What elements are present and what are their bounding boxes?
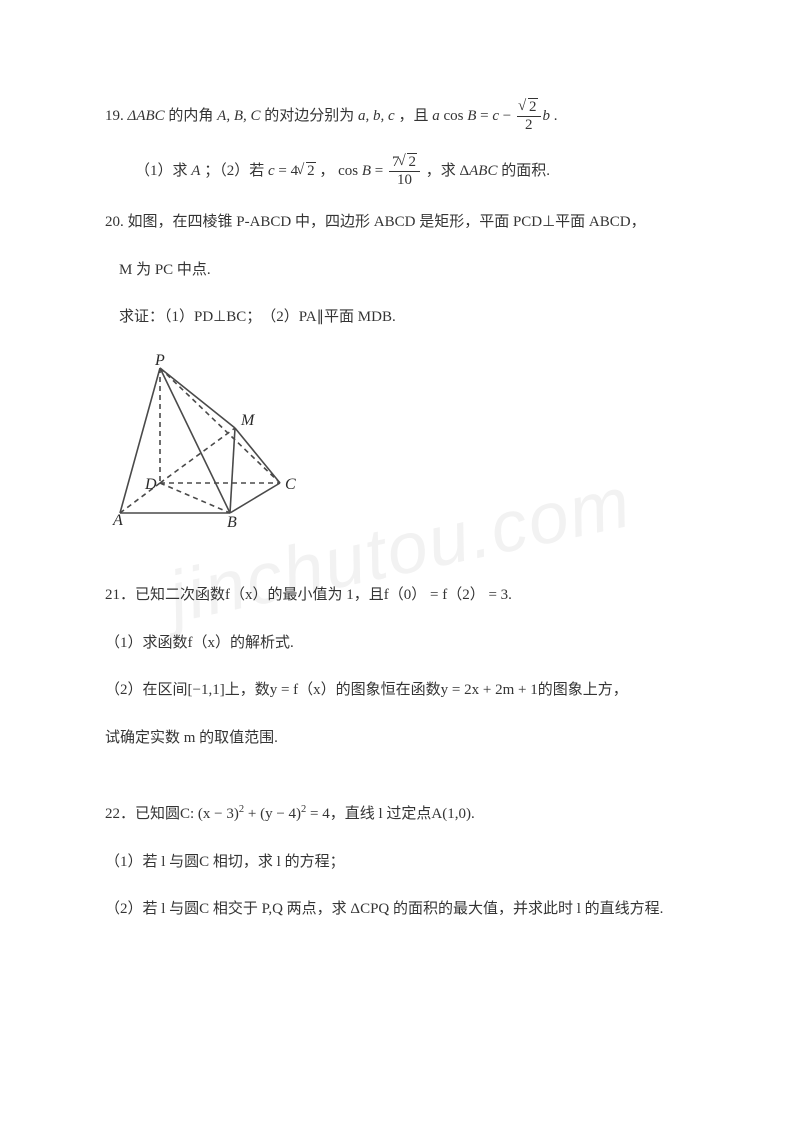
frac-7sqrt2-over-10: 7210: [389, 155, 420, 188]
t: 22．已知圆C: (x − 3): [105, 806, 239, 822]
q20-line3: 求证：（1）PD⊥BC； （2）PA∥平面 MDB.: [105, 305, 695, 331]
b: b: [543, 108, 551, 124]
q22-line2: （1）若 l 与圆C 相切，求 l 的方程；: [105, 850, 695, 876]
q21-line4: 试确定实数 m 的取值范围.: [105, 726, 695, 752]
label-C: C: [285, 476, 296, 493]
a: a: [432, 108, 440, 124]
t: = 4，直线 l 过定点A(1,0).: [306, 806, 474, 822]
abc3: a, b, c: [358, 108, 395, 124]
label-P: P: [154, 353, 165, 369]
document-content: 19. ΔABC 的内角 A, B, C 的对边分别为 a, b, c ，且 a…: [105, 100, 695, 923]
q19-num: 19.: [105, 108, 128, 124]
frac-sqrt2-over-2: 22: [517, 100, 541, 133]
t: ，且: [395, 108, 433, 124]
t: 的内角: [165, 108, 218, 124]
q22-line3: （2）若 l 与圆C 相交于 P,Q 两点，求 ΔCPQ 的面积的最大值，并求此…: [105, 897, 695, 923]
t: + (y − 4): [244, 806, 301, 822]
t: ，求 Δ: [422, 163, 469, 179]
q20-line1: 20. 如图，在四棱锥 P-ABCD 中，四边形 ABCD 是矩形，平面 PCD…: [105, 210, 695, 236]
dot: .: [550, 108, 558, 124]
den2: 2: [517, 117, 541, 133]
delta: Δ: [128, 108, 137, 124]
abc2: A, B, C: [217, 108, 260, 124]
cos: cos: [440, 108, 468, 124]
t: ， cos: [316, 163, 362, 179]
abc: ABC: [469, 163, 497, 179]
minus: −: [499, 108, 515, 124]
label-M: M: [240, 412, 256, 429]
sqrt2: 2: [306, 162, 316, 179]
eq4: = 4: [275, 163, 298, 179]
q22-line1: 22．已知圆C: (x − 3)2 + (y − 4)2 = 4，直线 l 过定…: [105, 801, 695, 828]
q19-line2: （1）求 A ；（2）若 c = 42 ， cos B = 7210 ，求 ΔA…: [105, 155, 695, 188]
sqrt2: 2: [407, 153, 417, 170]
c: c: [268, 163, 275, 179]
B: B: [362, 163, 371, 179]
eq: =: [371, 163, 387, 179]
q21-line2: （1）求函数f（x）的解析式.: [105, 631, 695, 657]
t: 的面积.: [497, 163, 550, 179]
abc: ABC: [136, 108, 164, 124]
q19-line1: 19. ΔABC 的内角 A, B, C 的对边分别为 a, b, c ，且 a…: [105, 100, 695, 133]
label-D: D: [144, 476, 157, 493]
t: 的对边分别为: [261, 108, 359, 124]
den10: 10: [389, 172, 420, 188]
label-A: A: [112, 512, 123, 528]
eq: =: [476, 108, 492, 124]
B: B: [467, 108, 476, 124]
t: ；（2）若: [200, 163, 268, 179]
q21-line3: （2）在区间[−1,1]上，数y = f（x）的图象恒在函数y = 2x + 2…: [105, 678, 695, 704]
q20-line2: M 为 PC 中点.: [105, 258, 695, 284]
label-B: B: [227, 514, 237, 528]
q21-line1: 21．已知二次函数f（x）的最小值为 1，且f（0） = f（2） = 3.: [105, 583, 695, 609]
sqrt2: 2: [528, 98, 538, 115]
t: （1）求: [135, 163, 191, 179]
pyramid-figure: P M D C A B: [105, 353, 695, 538]
